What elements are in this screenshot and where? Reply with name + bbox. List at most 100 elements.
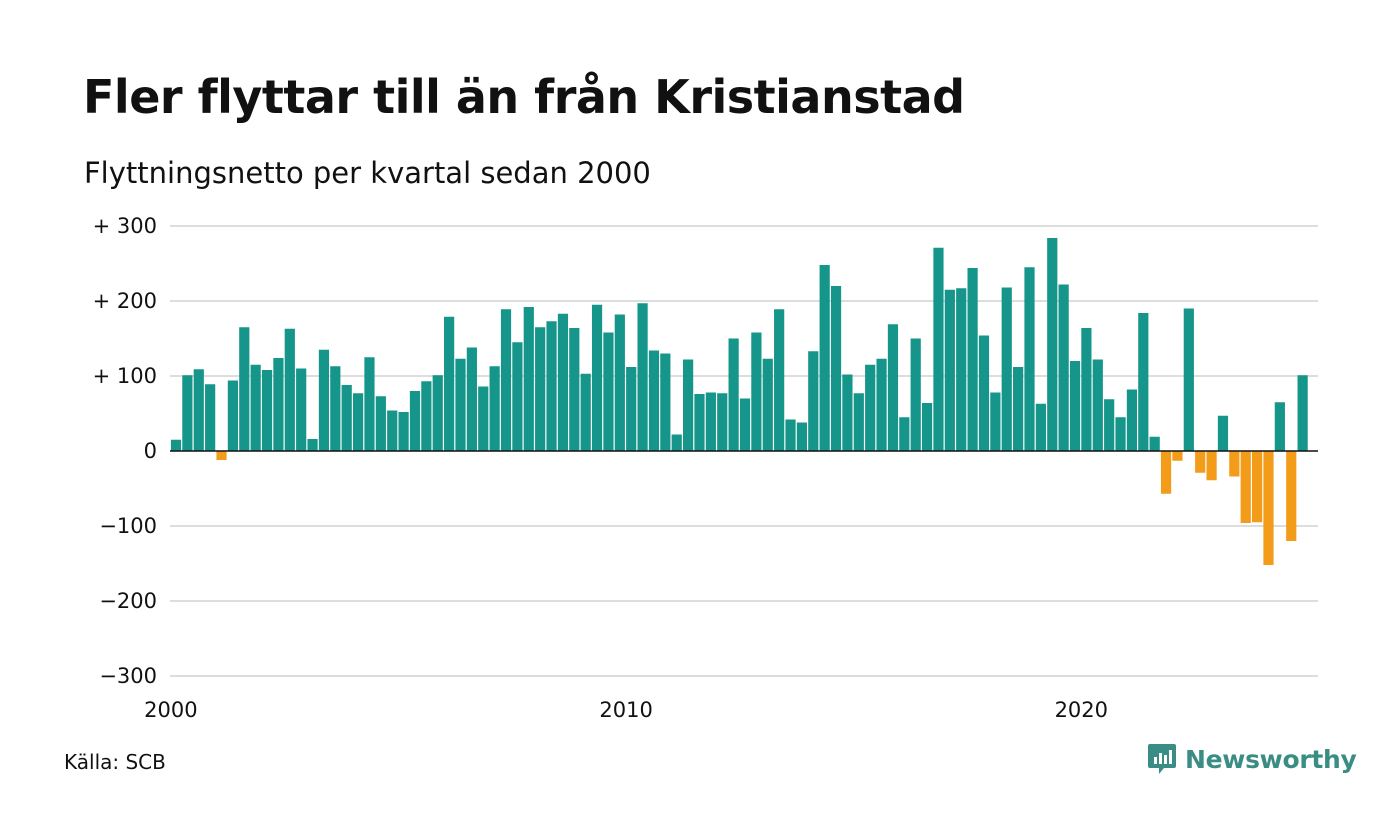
bar [330, 366, 341, 451]
bar [444, 316, 455, 451]
x-tick-label: 2020 [1055, 698, 1108, 722]
bar [569, 328, 580, 451]
bar [1092, 359, 1103, 451]
y-tick-label: −200 [99, 589, 157, 613]
bar [1286, 451, 1297, 541]
chart-subtitle: Flyttningsnetto per kvartal sedan 2000 [84, 156, 651, 190]
y-tick-label: + 100 [93, 364, 157, 388]
y-tick-label: −100 [99, 514, 157, 538]
bar [409, 391, 421, 451]
bar [739, 398, 751, 451]
bar [978, 335, 990, 451]
bar [899, 417, 910, 451]
bar [785, 419, 796, 451]
bar [341, 385, 352, 451]
bar [1274, 402, 1285, 451]
bar [500, 309, 512, 451]
bar [432, 375, 443, 451]
newsworthy-logo-icon [1148, 744, 1176, 774]
bar [1035, 403, 1046, 451]
bar [1013, 367, 1024, 451]
bar [387, 410, 398, 451]
bar [614, 314, 625, 451]
bar [1081, 328, 1092, 451]
bar [842, 374, 853, 451]
bar [774, 309, 785, 451]
chart-title: Fler flyttar till än från Kristianstad [83, 70, 965, 124]
bar [580, 373, 591, 451]
bar [1229, 451, 1240, 477]
brand-name: Newsworthy [1185, 744, 1357, 774]
bar [1297, 375, 1308, 451]
bar [557, 313, 569, 451]
bar [808, 351, 819, 451]
bar [523, 307, 534, 451]
source-note: Källa: SCB [64, 750, 166, 774]
bar [296, 368, 307, 451]
bar [284, 328, 295, 451]
bar [273, 358, 284, 451]
bar [182, 375, 193, 451]
bar [1104, 399, 1115, 451]
bar [352, 393, 364, 451]
bar [762, 358, 773, 451]
bar [1149, 436, 1160, 451]
bar [398, 412, 409, 451]
bar [1206, 451, 1217, 481]
bar [1138, 313, 1149, 451]
bar [694, 394, 705, 451]
bar [921, 403, 933, 451]
bar [170, 439, 182, 451]
gridlines [170, 225, 1318, 677]
bar [205, 384, 216, 451]
bar [1183, 308, 1194, 451]
bar [626, 367, 637, 451]
bar [751, 332, 762, 451]
bar [830, 286, 842, 451]
bar [546, 321, 557, 451]
bar [876, 358, 887, 451]
x-axis-labels: 2000 2010 2020 [144, 698, 1108, 722]
bar [887, 324, 899, 451]
bar [1263, 451, 1274, 565]
bar [216, 451, 227, 460]
bar [591, 304, 603, 451]
y-tick-label: + 200 [93, 289, 157, 313]
bar [648, 350, 660, 451]
bar [1240, 451, 1251, 523]
bar [239, 327, 250, 451]
bar [1252, 451, 1263, 523]
bar [853, 393, 864, 451]
bar [933, 247, 944, 451]
bar [250, 364, 261, 451]
bar [478, 386, 489, 451]
bar [421, 381, 432, 451]
bar [967, 268, 978, 451]
bar [728, 338, 739, 451]
bar [683, 359, 694, 451]
bar [956, 288, 967, 451]
y-tick-label: 0 [144, 439, 157, 463]
bar [819, 265, 830, 451]
bar [1047, 238, 1058, 451]
bar [705, 392, 716, 451]
bar [1069, 361, 1081, 451]
bar [307, 439, 318, 451]
bar [660, 353, 671, 451]
bar [227, 380, 238, 451]
bar [1172, 451, 1183, 461]
y-axis-labels: + 300 + 200 + 100 0 −100 −200 −300 [93, 214, 157, 688]
bar [717, 393, 728, 451]
bar [364, 357, 375, 451]
bar [990, 392, 1001, 451]
bar [535, 327, 546, 451]
bar [910, 338, 921, 451]
bar [1195, 451, 1206, 473]
bar [1024, 267, 1035, 451]
bar [1115, 417, 1126, 451]
x-tick-label: 2010 [599, 698, 652, 722]
y-tick-label: + 300 [93, 214, 157, 238]
bars [170, 238, 1308, 565]
bar [944, 289, 955, 451]
